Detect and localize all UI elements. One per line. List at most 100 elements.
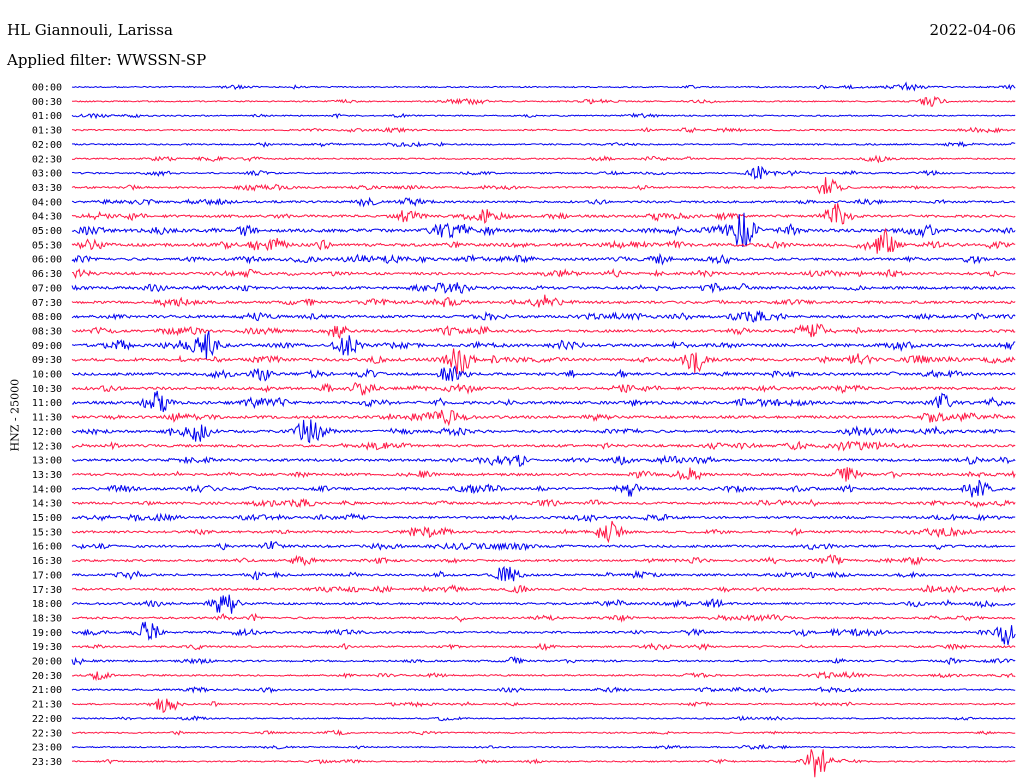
trace-row — [71, 670, 1016, 682]
row-time-label: 04:00 — [32, 197, 62, 208]
trace-row — [71, 112, 1016, 120]
trace-row — [71, 282, 1016, 294]
trace-row — [71, 594, 1016, 614]
row-time-label: 06:00 — [32, 255, 62, 266]
trace-row — [71, 348, 1016, 375]
trace-row — [71, 196, 1016, 208]
row-time-label: 10:30 — [32, 384, 62, 395]
row-time-label: 17:30 — [32, 585, 62, 596]
trace-row — [71, 252, 1016, 266]
trace-row — [71, 584, 1016, 594]
row-time-label: 10:00 — [32, 370, 62, 381]
trace-row — [71, 612, 1016, 623]
trace-row — [71, 454, 1016, 467]
row-time-label: 04:30 — [32, 212, 62, 223]
trace-row — [71, 227, 1016, 254]
row-time-label: 08:30 — [32, 326, 62, 337]
row-time-label: 14:00 — [32, 484, 62, 495]
row-time-label: 08:00 — [32, 312, 62, 323]
row-time-label: 18:30 — [32, 613, 62, 624]
trace-row — [71, 154, 1016, 164]
trace-row — [71, 541, 1016, 552]
row-time-label: 12:30 — [32, 441, 62, 452]
row-time-label: 21:30 — [32, 700, 62, 711]
row-time-label: 16:00 — [32, 542, 62, 553]
trace-row — [71, 686, 1016, 694]
trace-row — [71, 565, 1016, 582]
trace-row — [71, 330, 1016, 360]
trace-row — [71, 749, 1016, 778]
row-time-label: 19:30 — [32, 642, 62, 653]
row-time-label: 19:00 — [32, 628, 62, 639]
trace-row — [71, 126, 1016, 134]
trace-row — [71, 165, 1016, 180]
trace-row — [71, 729, 1016, 737]
row-time-label: 17:00 — [32, 570, 62, 581]
trace-row — [71, 390, 1016, 413]
row-time-label: 22:30 — [32, 728, 62, 739]
trace-row — [71, 212, 1016, 247]
trace-row — [71, 655, 1016, 666]
row-time-label: 01:30 — [32, 126, 62, 137]
trace-row — [71, 698, 1016, 713]
trace-row — [71, 365, 1016, 382]
row-time-label: 11:30 — [32, 413, 62, 424]
row-time-label: 16:30 — [32, 556, 62, 567]
trace-row — [71, 419, 1016, 444]
trace-row — [71, 743, 1016, 750]
row-time-label: 09:30 — [32, 355, 62, 366]
trace-row — [71, 203, 1016, 225]
trace-row — [71, 715, 1016, 722]
row-time-label: 15:00 — [32, 513, 62, 524]
trace-row — [71, 642, 1016, 652]
row-time-label: 15:30 — [32, 527, 62, 538]
station-title: HL Giannouli, Larissa — [7, 21, 173, 39]
row-time-label: 05:00 — [32, 226, 62, 237]
row-time-label: 23:00 — [32, 743, 62, 754]
row-time-label: 03:00 — [32, 169, 62, 180]
trace-row — [71, 140, 1016, 148]
row-time-label: 20:30 — [32, 671, 62, 682]
row-time-label: 14:30 — [32, 499, 62, 510]
trace-row — [71, 498, 1016, 509]
trace-row — [71, 440, 1016, 452]
trace-row — [71, 268, 1016, 279]
row-time-label: 21:00 — [32, 685, 62, 696]
row-time-label: 20:00 — [32, 657, 62, 668]
row-time-label: 09:00 — [32, 341, 62, 352]
trace-row — [71, 554, 1016, 567]
trace-row — [71, 381, 1016, 396]
row-time-label: 07:30 — [32, 298, 62, 309]
trace-row — [71, 81, 1016, 92]
row-time-label: 06:30 — [32, 269, 62, 280]
row-time-label: 18:00 — [32, 599, 62, 610]
row-time-label: 01:00 — [32, 111, 62, 122]
trace-row — [71, 479, 1016, 498]
trace-row — [71, 520, 1016, 544]
row-time-label: 02:30 — [32, 154, 62, 165]
trace-row — [71, 621, 1016, 645]
row-time-label: 11:00 — [32, 398, 62, 409]
row-time-label: 22:00 — [32, 714, 62, 725]
row-time-label: 13:30 — [32, 470, 62, 481]
trace-row — [71, 512, 1016, 523]
trace-row — [71, 294, 1016, 308]
date-label: 2022-04-06 — [929, 21, 1016, 39]
trace-row — [71, 322, 1016, 340]
trace-row — [71, 309, 1016, 323]
row-time-label: 03:30 — [32, 183, 62, 194]
trace-row — [71, 409, 1016, 427]
row-time-label: 12:00 — [32, 427, 62, 438]
row-time-label: 02:00 — [32, 140, 62, 151]
row-time-label: 00:30 — [32, 97, 62, 108]
row-time-label: 13:00 — [32, 456, 62, 467]
trace-row — [72, 95, 1016, 107]
row-time-label: 05:30 — [32, 240, 62, 251]
trace-row — [71, 467, 1016, 482]
row-time-label: 07:00 — [32, 283, 62, 294]
row-time-label: 23:30 — [32, 757, 62, 768]
row-time-label: 00:00 — [32, 83, 62, 94]
filter-label: Applied filter: WWSSN-SP — [7, 51, 207, 69]
trace-row — [71, 177, 1016, 195]
